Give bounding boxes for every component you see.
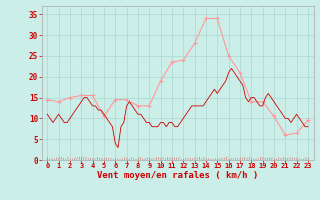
X-axis label: Vent moyen/en rafales ( km/h ): Vent moyen/en rafales ( km/h )	[97, 171, 258, 180]
